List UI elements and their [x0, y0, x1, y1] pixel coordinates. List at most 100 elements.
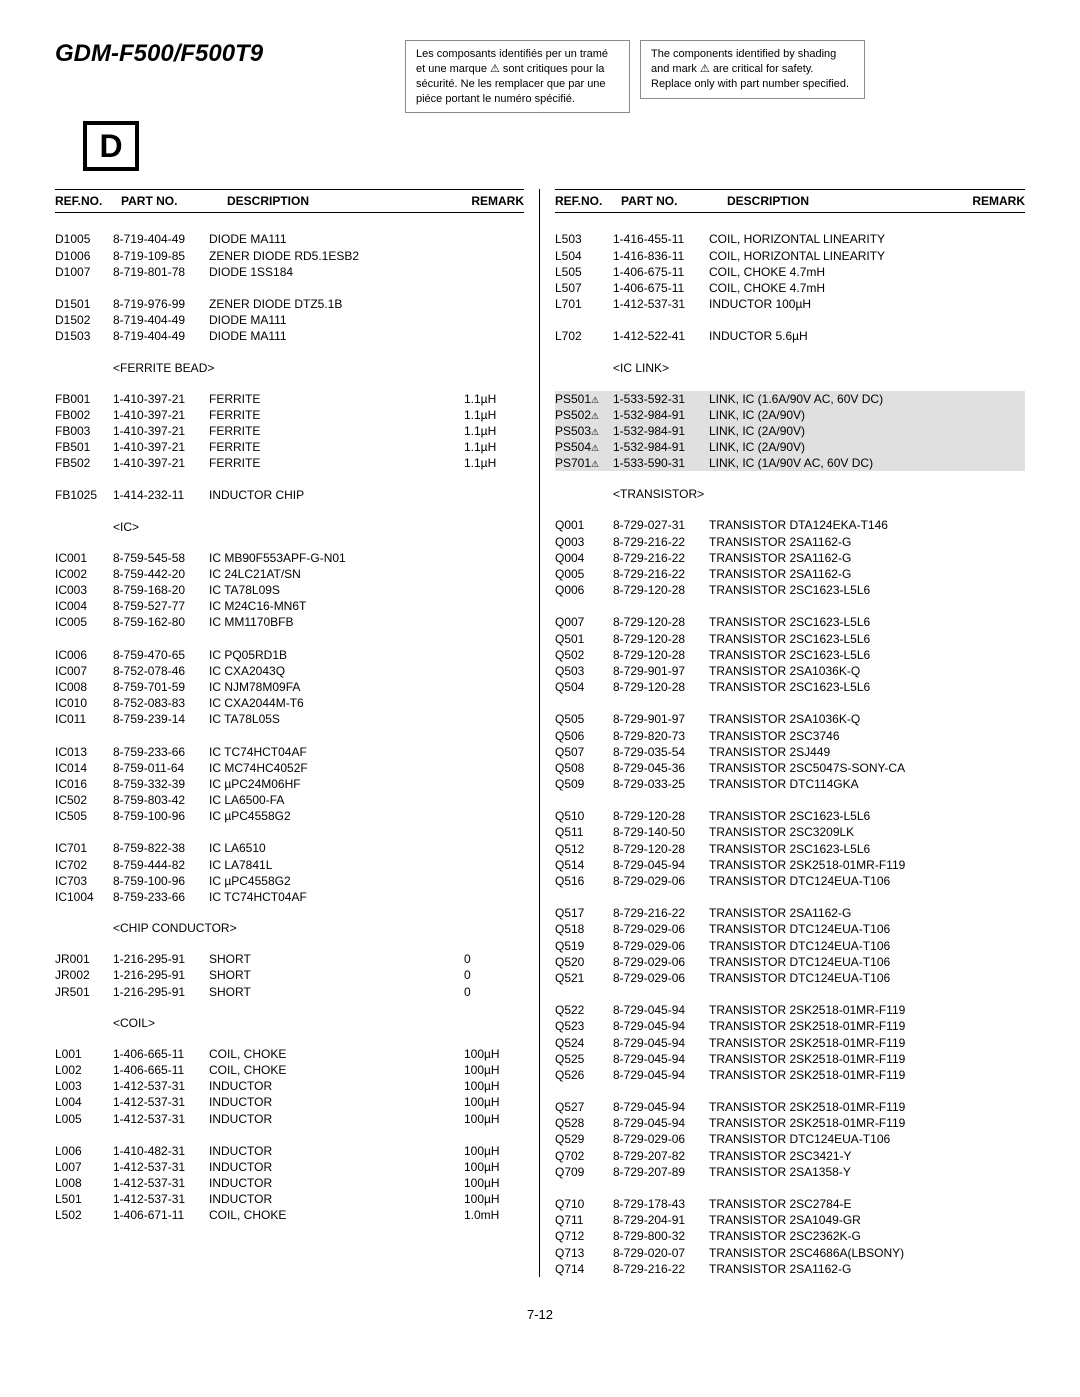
part-no: 8-729-045-94	[613, 1002, 709, 1018]
ref-no: Q509	[555, 776, 613, 792]
part-row: IC0018-759-545-58IC MB90F553APF-G-N01	[55, 550, 524, 566]
part-no: 1-532-984-91	[613, 439, 709, 455]
description: COIL, CHOKE 4.7mH	[709, 280, 1025, 296]
spec: 1.1µH	[464, 407, 524, 423]
description: LINK, IC (2A/90V)	[709, 407, 1025, 423]
left-column: REF.NO. PART NO. DESCRIPTION REMARK D100…	[55, 189, 540, 1277]
ref-no: L505	[555, 264, 613, 280]
part-no: 1-216-295-91	[113, 984, 209, 1000]
part-no: 8-729-027-31	[613, 517, 709, 533]
part-row: Q5248-729-045-94TRANSISTOR 2SK2518-01MR-…	[555, 1035, 1025, 1051]
part-row: Q5028-729-120-28TRANSISTOR 2SC1623-L5L6	[555, 647, 1025, 663]
part-no: 8-752-078-46	[113, 663, 209, 679]
part-row: L7011-412-537-31INDUCTOR 100µH	[555, 296, 1025, 312]
ref-no: IC502	[55, 792, 113, 808]
part-row: PS502⚠1-532-984-91LINK, IC (2A/90V)	[555, 407, 1025, 423]
ref-no: L701	[555, 296, 613, 312]
part-no: 8-729-216-22	[613, 566, 709, 582]
page-number: 7-12	[55, 1307, 1025, 1322]
ref-no: L503	[555, 231, 613, 247]
description: SHORT	[209, 967, 464, 983]
header-desc: DESCRIPTION	[727, 194, 955, 208]
description: TRANSISTOR 2SC2784-E	[709, 1196, 1025, 1212]
description: INDUCTOR	[209, 1094, 464, 1110]
ref-no: IC505	[55, 808, 113, 824]
ref-no: Q516	[555, 873, 613, 889]
part-row: IC7028-759-444-82IC LA7841L	[55, 857, 524, 873]
part-no: 8-759-444-82	[113, 857, 209, 873]
part-no: 1-406-665-11	[113, 1062, 209, 1078]
description: IC PQ05RD1B	[209, 647, 524, 663]
part-no: 1-412-537-31	[113, 1111, 209, 1127]
description: TRANSISTOR 2SC1623-L5L6	[709, 582, 1025, 598]
ref-no: FB501	[55, 439, 113, 455]
part-no: 1-416-455-11	[613, 231, 709, 247]
spec: 100µH	[464, 1175, 524, 1191]
description: TRANSISTOR 2SJ449	[709, 744, 1025, 760]
ref-no: JR501	[55, 984, 113, 1000]
part-no: 8-759-233-66	[113, 889, 209, 905]
description: INDUCTOR	[209, 1078, 464, 1094]
part-no: 1-216-295-91	[113, 967, 209, 983]
part-row: Q5178-729-216-22TRANSISTOR 2SA1162-G	[555, 905, 1025, 921]
part-no: 8-729-216-22	[613, 1261, 709, 1277]
part-no: 8-729-901-97	[613, 663, 709, 679]
part-no: 8-729-045-36	[613, 760, 709, 776]
part-no: 8-759-545-58	[113, 550, 209, 566]
description: IC LA7841L	[209, 857, 524, 873]
ref-no: FB003	[55, 423, 113, 439]
part-no: 1-416-836-11	[613, 248, 709, 264]
part-row: IC0078-752-078-46IC CXA2043Q	[55, 663, 524, 679]
part-no: 1-216-295-91	[113, 951, 209, 967]
ref-no: L501	[55, 1191, 113, 1207]
part-no: 8-729-029-06	[613, 1131, 709, 1147]
ref-no: Q710	[555, 1196, 613, 1212]
ref-no: Q507	[555, 744, 613, 760]
part-row: Q5208-729-029-06TRANSISTOR DTC124EUA-T10…	[555, 954, 1025, 970]
spec: 100µH	[464, 1191, 524, 1207]
part-no: 8-719-404-49	[113, 231, 209, 247]
ref-no: Q501	[555, 631, 613, 647]
part-no: 8-759-701-59	[113, 679, 209, 695]
ref-no: Q711	[555, 1212, 613, 1228]
part-no: 8-729-120-28	[613, 647, 709, 663]
part-row: Q5078-729-035-54TRANSISTOR 2SJ449	[555, 744, 1025, 760]
ref-no: PS701⚠	[555, 455, 613, 471]
spec: 1.1µH	[464, 391, 524, 407]
part-no: 8-759-011-64	[113, 760, 209, 776]
part-row: Q5298-729-029-06TRANSISTOR DTC124EUA-T10…	[555, 1131, 1025, 1147]
description: INDUCTOR	[209, 1159, 464, 1175]
part-row: JR5011-216-295-91SHORT0	[55, 984, 524, 1000]
part-no: 8-729-204-91	[613, 1212, 709, 1228]
ref-no: FB001	[55, 391, 113, 407]
ref-no: IC701	[55, 840, 113, 856]
part-row: Q5188-729-029-06TRANSISTOR DTC124EUA-T10…	[555, 921, 1025, 937]
description: INDUCTOR	[209, 1175, 464, 1191]
description: TRANSISTOR DTC124EUA-T106	[709, 921, 1025, 937]
part-no: 1-533-590-31	[613, 455, 709, 471]
part-no: 1-412-537-31	[613, 296, 709, 312]
ref-no: Q006	[555, 582, 613, 598]
part-no: 8-729-207-82	[613, 1148, 709, 1164]
part-row: L0081-412-537-31INDUCTOR100µH	[55, 1175, 524, 1191]
part-no: 8-759-822-38	[113, 840, 209, 856]
part-row: IC0028-759-442-20IC 24LC21AT/SN	[55, 566, 524, 582]
part-row: Q5218-729-029-06TRANSISTOR DTC124EUA-T10…	[555, 970, 1025, 986]
ref-no: IC006	[55, 647, 113, 663]
ref-no: Q519	[555, 938, 613, 954]
ref-no: Q520	[555, 954, 613, 970]
part-no: 8-759-168-20	[113, 582, 209, 598]
section-label: <IC LINK>	[613, 361, 1025, 375]
part-no: 8-729-045-94	[613, 857, 709, 873]
part-row: Q5048-729-120-28TRANSISTOR 2SC1623-L5L6	[555, 679, 1025, 695]
ref-no: IC003	[55, 582, 113, 598]
ref-no: Q702	[555, 1148, 613, 1164]
ref-no: Q505	[555, 711, 613, 727]
description: TRANSISTOR DTC114GKA	[709, 776, 1025, 792]
ref-no: D1501	[55, 296, 113, 312]
description: IC LA6510	[209, 840, 524, 856]
ref-no: L001	[55, 1046, 113, 1062]
description: IC LA6500-FA	[209, 792, 524, 808]
section-label: <FERRITE BEAD>	[113, 361, 524, 375]
part-no: 1-406-675-11	[613, 264, 709, 280]
